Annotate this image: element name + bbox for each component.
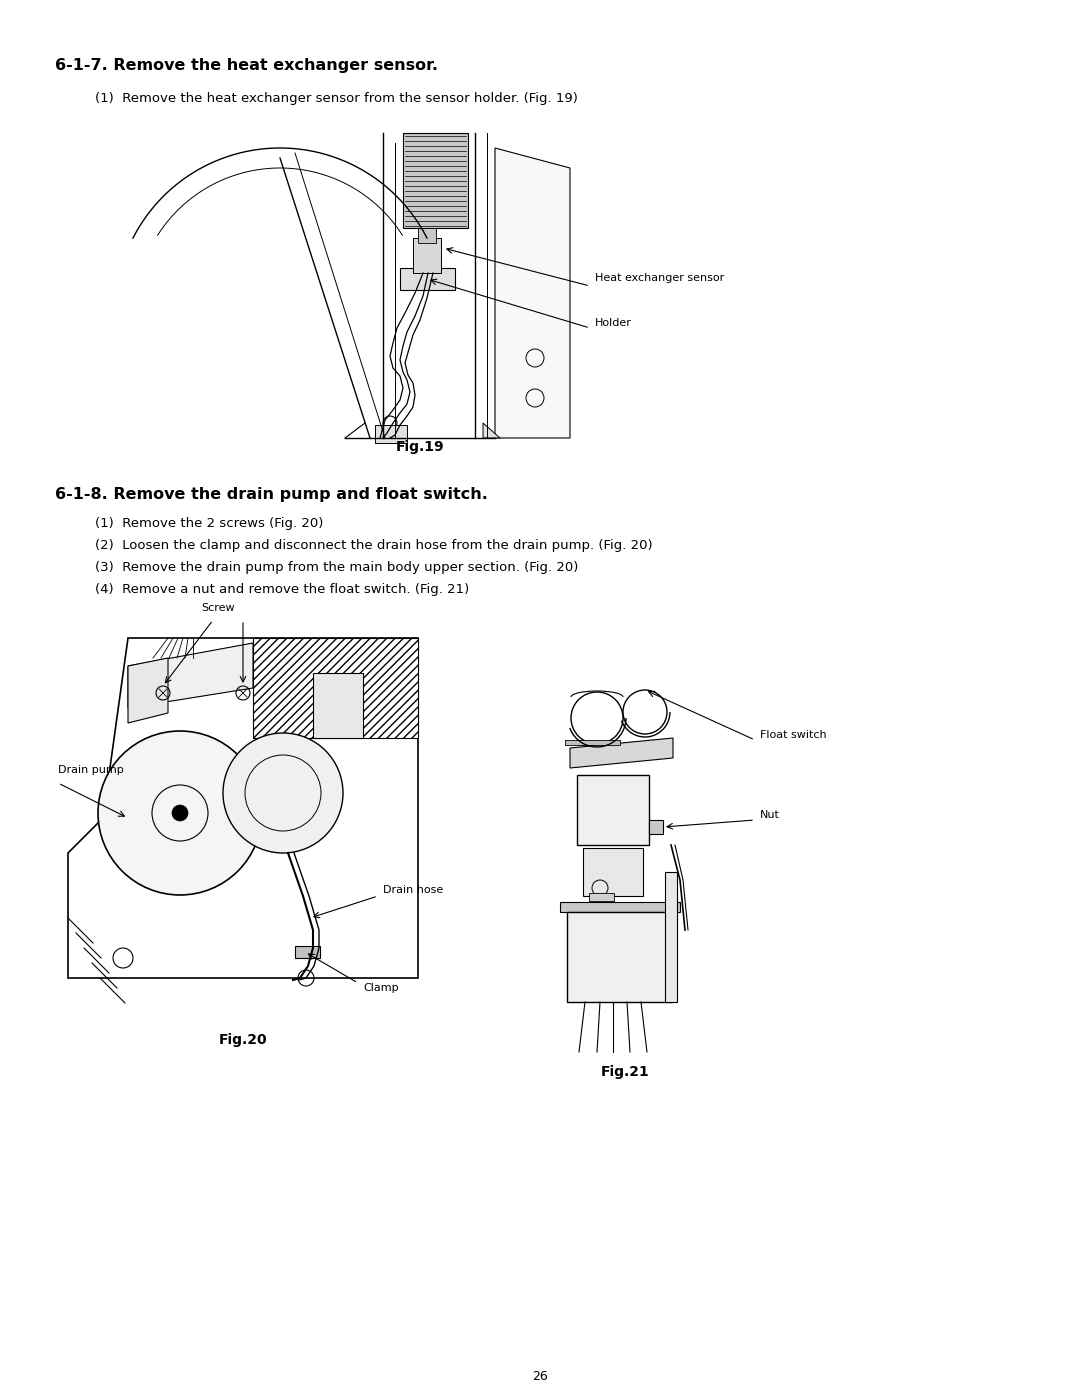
- Bar: [567, 912, 672, 1002]
- Text: (2)  Loosen the clamp and disconnect the drain hose from the drain pump. (Fig. 2: (2) Loosen the clamp and disconnect the …: [95, 539, 652, 552]
- Text: Drain hose: Drain hose: [383, 886, 443, 895]
- Polygon shape: [570, 738, 673, 768]
- Text: (3)  Remove the drain pump from the main body upper section. (Fig. 20): (3) Remove the drain pump from the main …: [95, 562, 579, 574]
- Text: (1)  Remove the 2 screws (Fig. 20): (1) Remove the 2 screws (Fig. 20): [95, 517, 323, 529]
- Circle shape: [172, 805, 188, 821]
- Polygon shape: [483, 423, 500, 439]
- Bar: [649, 820, 663, 834]
- Text: Holder: Holder: [595, 319, 632, 328]
- Polygon shape: [253, 638, 418, 738]
- Bar: [561, 902, 680, 912]
- Circle shape: [222, 733, 343, 854]
- Bar: [418, 228, 436, 243]
- Polygon shape: [129, 658, 168, 724]
- Polygon shape: [129, 643, 253, 708]
- Text: Fig.19: Fig.19: [395, 440, 444, 454]
- Polygon shape: [565, 740, 620, 745]
- Bar: [413, 237, 441, 272]
- Bar: [295, 946, 320, 958]
- Text: Fig.21: Fig.21: [600, 1065, 649, 1078]
- Text: (1)  Remove the heat exchanger sensor from the sensor holder. (Fig. 19): (1) Remove the heat exchanger sensor fro…: [95, 92, 578, 105]
- Text: 6-1-8. Remove the drain pump and float switch.: 6-1-8. Remove the drain pump and float s…: [55, 488, 488, 502]
- Bar: [375, 425, 407, 443]
- Bar: [577, 775, 649, 845]
- Bar: [403, 133, 468, 228]
- Bar: [265, 129, 575, 439]
- Bar: [400, 268, 455, 291]
- Text: 6-1-7. Remove the heat exchanger sensor.: 6-1-7. Remove the heat exchanger sensor.: [55, 59, 438, 73]
- Bar: [313, 673, 363, 738]
- Text: Float switch: Float switch: [760, 731, 826, 740]
- Circle shape: [571, 692, 623, 745]
- Text: Clamp: Clamp: [363, 983, 399, 993]
- Bar: [583, 848, 643, 895]
- Text: 26: 26: [532, 1370, 548, 1383]
- Circle shape: [98, 731, 262, 895]
- Bar: [665, 872, 677, 1002]
- Polygon shape: [68, 638, 418, 978]
- Text: Nut: Nut: [760, 810, 780, 820]
- Bar: [589, 893, 615, 901]
- Text: Drain pump: Drain pump: [58, 766, 124, 775]
- Text: Screw: Screw: [201, 604, 234, 613]
- Circle shape: [623, 690, 667, 733]
- Polygon shape: [495, 148, 570, 439]
- Text: Heat exchanger sensor: Heat exchanger sensor: [595, 272, 725, 284]
- Text: (4)  Remove a nut and remove the float switch. (Fig. 21): (4) Remove a nut and remove the float sw…: [95, 583, 469, 597]
- Text: Fig.20: Fig.20: [218, 1032, 268, 1046]
